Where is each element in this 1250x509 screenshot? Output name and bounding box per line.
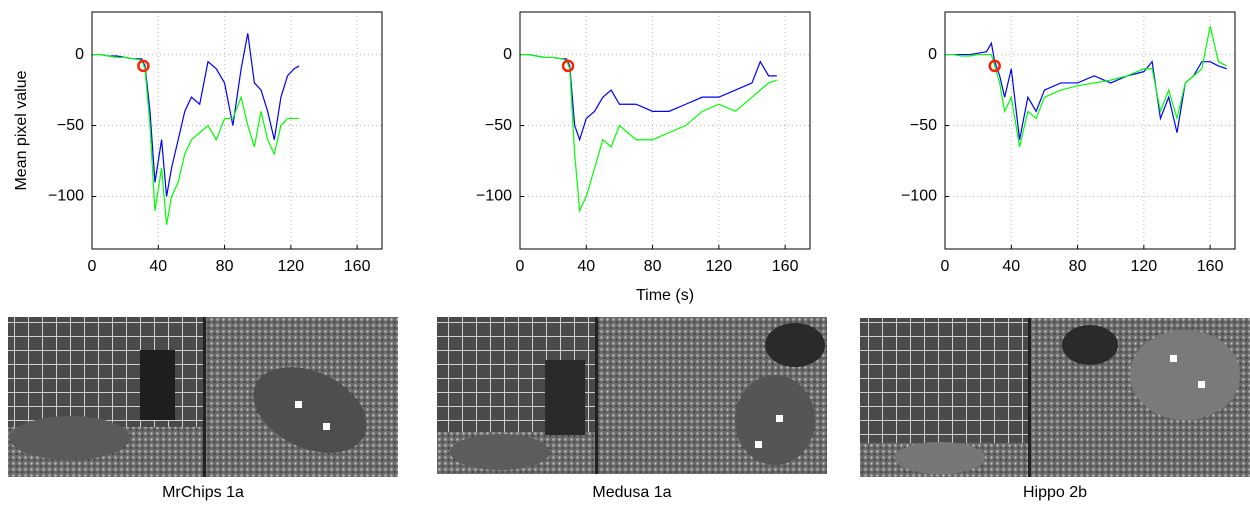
- y-tick-label: −50: [57, 117, 84, 134]
- y-axis-label: Mean pixel value: [13, 70, 30, 190]
- plot-area: [92, 12, 382, 249]
- photo: [8, 317, 398, 477]
- x-tick-label: 160: [772, 258, 799, 275]
- plot-frame: [91, 11, 383, 250]
- x-tick-label: 0: [88, 258, 97, 275]
- x-tick-label: 120: [706, 258, 733, 275]
- y-tick-label: 0: [928, 46, 937, 63]
- plot-area: [520, 12, 810, 249]
- plot-frame: [944, 11, 1236, 250]
- y-tick-label: −50: [910, 117, 937, 134]
- x-tick-label: 120: [1131, 258, 1158, 275]
- y-tick-label: −100: [476, 188, 512, 205]
- x-axis-label: Time (s): [636, 287, 694, 304]
- x-tick-label: 0: [941, 258, 950, 275]
- x-tick-label: 0: [516, 258, 525, 275]
- x-tick-label: 160: [1197, 258, 1224, 275]
- photo-caption: Medusa 1a: [592, 484, 671, 501]
- photo-caption: Hippo 2b: [1023, 484, 1087, 501]
- event-marker: [561, 59, 575, 73]
- photo-caption: MrChips 1a: [162, 484, 244, 501]
- data-line: [92, 53, 300, 225]
- data-line: [520, 53, 778, 213]
- plot-frame: [519, 11, 811, 250]
- event-marker: [988, 59, 1001, 73]
- y-tick-label: 0: [75, 46, 84, 63]
- x-tick-label: 40: [577, 258, 595, 275]
- x-tick-label: 80: [216, 258, 234, 275]
- x-tick-label: 80: [1069, 258, 1087, 275]
- y-tick-label: −100: [48, 188, 84, 205]
- x-tick-label: 80: [644, 258, 662, 275]
- data-line: [945, 26, 1227, 147]
- event-marker: [137, 59, 150, 73]
- y-tick-label: 0: [503, 46, 512, 63]
- y-tick-label: −100: [901, 188, 937, 205]
- x-tick-label: 160: [344, 258, 371, 275]
- x-tick-label: 120: [278, 258, 305, 275]
- x-tick-label: 40: [1002, 258, 1020, 275]
- photo: [860, 318, 1250, 477]
- photo: [437, 317, 827, 474]
- y-tick-label: −50: [485, 117, 512, 134]
- x-tick-label: 40: [149, 258, 167, 275]
